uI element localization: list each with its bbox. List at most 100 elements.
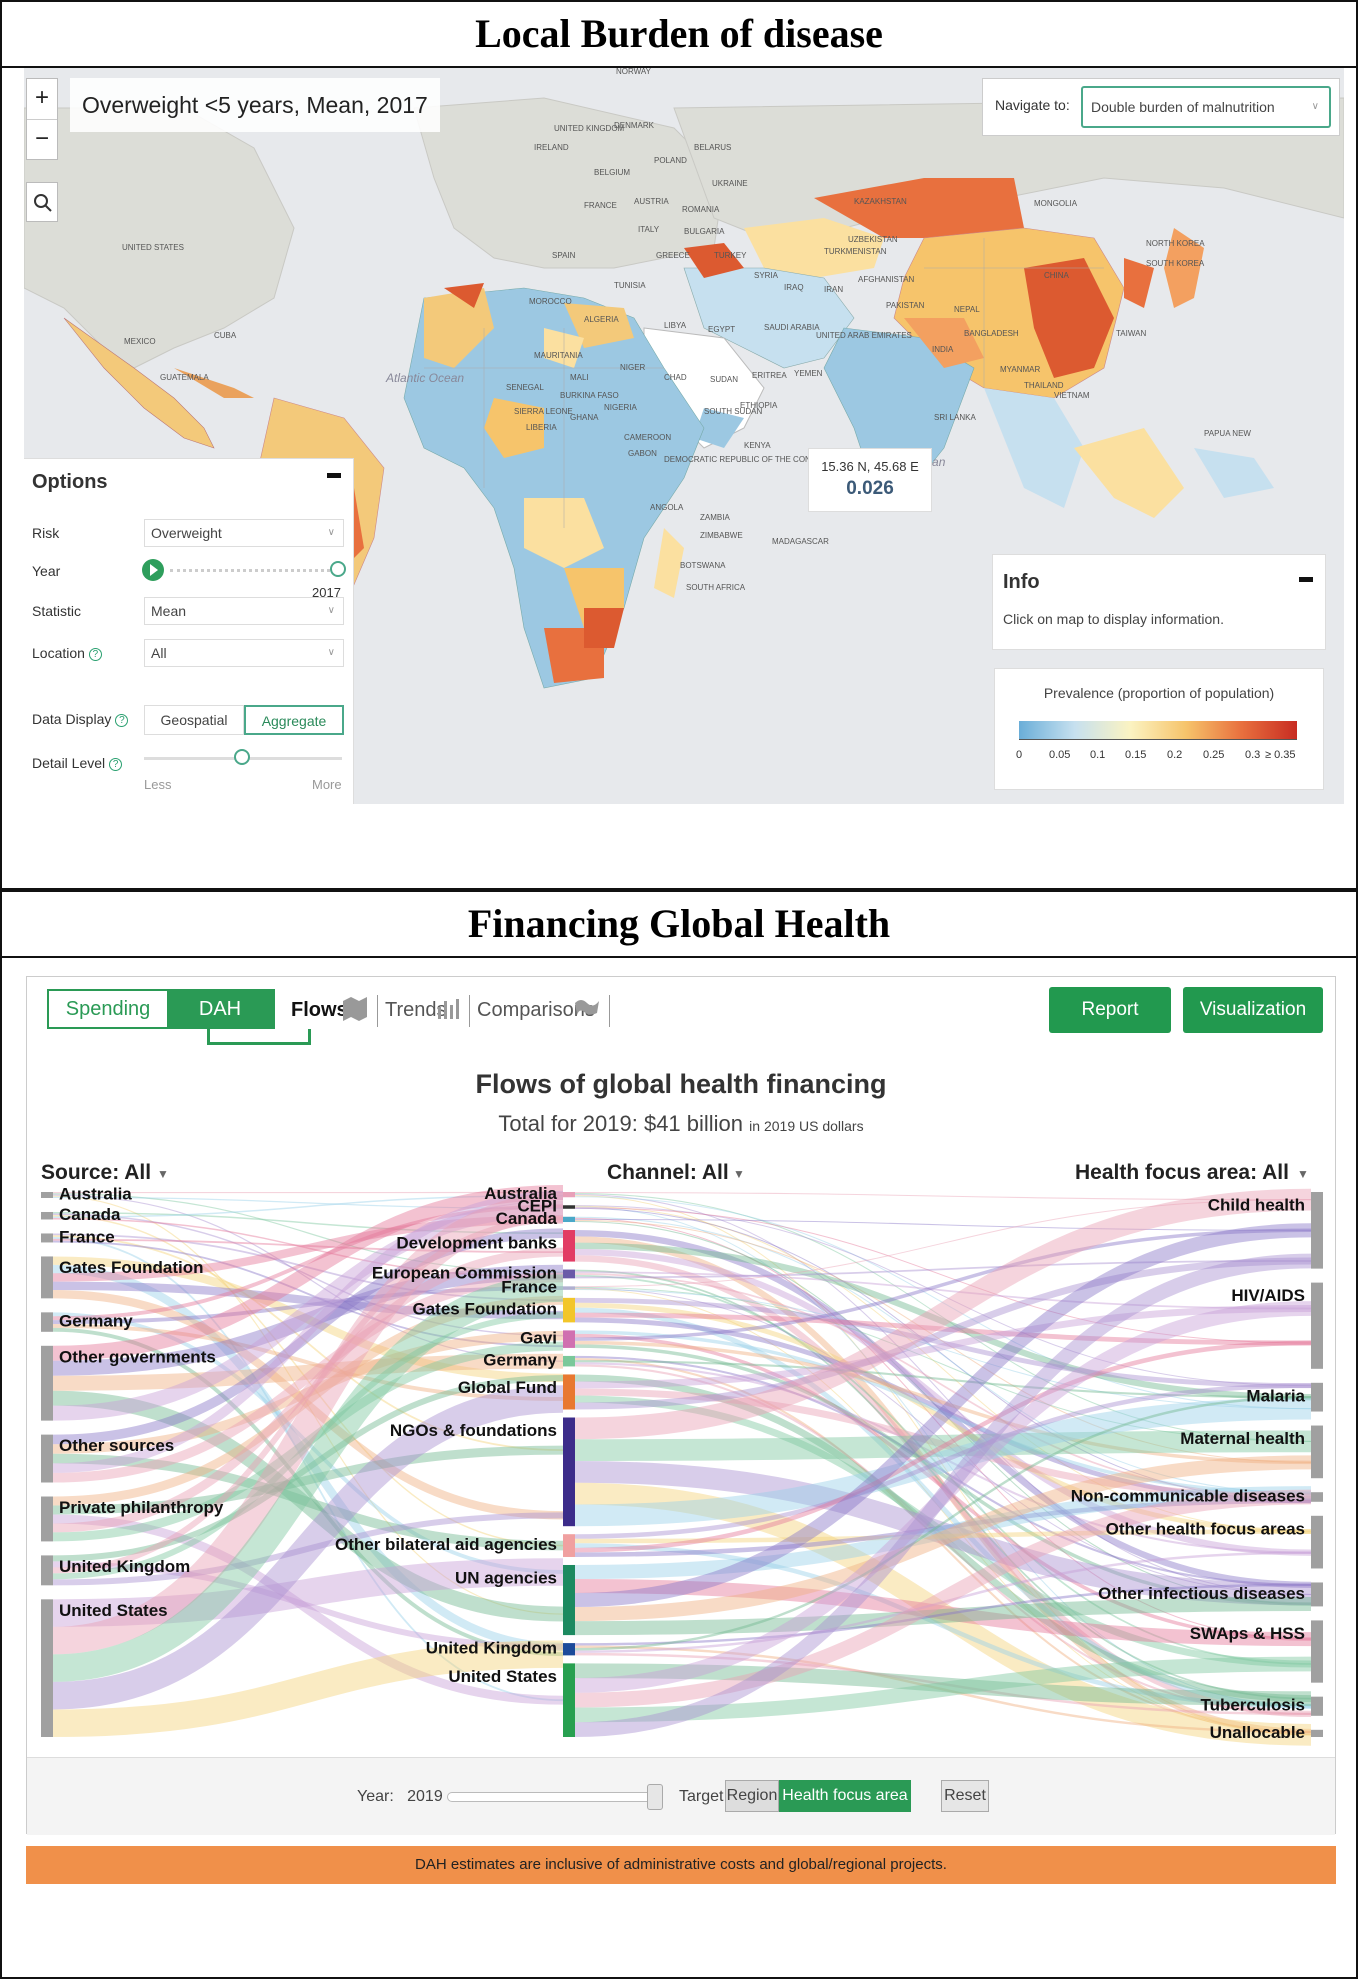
- sankey-link-source-channel[interactable]: [52, 1295, 564, 1506]
- sankey-link-channel-focus[interactable]: [574, 1257, 1312, 1410]
- sankey-link-channel-focus[interactable]: [574, 1340, 1312, 1465]
- geospatial-button[interactable]: Geospatial: [144, 705, 244, 735]
- sankey-link-channel-focus[interactable]: [574, 1340, 1312, 1553]
- sankey-link-source-channel[interactable]: [52, 1272, 564, 1483]
- sankey-link-channel-focus[interactable]: [574, 1397, 1312, 1527]
- sankey-node-focus[interactable]: [1311, 1492, 1323, 1502]
- sankey-link-source-channel[interactable]: [52, 1312, 564, 1580]
- sankey-link-channel-focus[interactable]: [574, 1489, 1312, 1708]
- map-search-button[interactable]: [26, 182, 58, 222]
- sankey-link-channel-focus[interactable]: [574, 1355, 1312, 1586]
- sankey-link-channel-focus[interactable]: [574, 1583, 1312, 1646]
- sankey-link-channel-focus[interactable]: [574, 1260, 1312, 1279]
- sankey-link-channel-focus[interactable]: [574, 1205, 1312, 1533]
- report-overview-button[interactable]: Report Overview: [1049, 987, 1171, 1066]
- sankey-link-source-channel[interactable]: [52, 1281, 564, 1320]
- sankey-node-focus[interactable]: [1311, 1582, 1323, 1607]
- sankey-node-channel[interactable]: [563, 1663, 575, 1737]
- sankey-node-channel[interactable]: [563, 1330, 575, 1348]
- sankey-link-source-channel[interactable]: [52, 1216, 564, 1574]
- sankey-link-source-channel[interactable]: [52, 1256, 564, 1383]
- year-slider-track[interactable]: [170, 569, 336, 573]
- sankey-link-channel-focus[interactable]: [574, 1220, 1312, 1605]
- sankey-link-source-channel[interactable]: [52, 1312, 564, 1574]
- sankey-link-source-channel[interactable]: [52, 1385, 564, 1710]
- sankey-link-channel-focus[interactable]: [574, 1652, 1312, 1716]
- sankey-link-source-channel[interactable]: [52, 1192, 564, 1655]
- sankey-link-channel-focus[interactable]: [574, 1304, 1312, 1389]
- sankey-node-channel[interactable]: [563, 1417, 575, 1527]
- sankey-link-source-channel[interactable]: [52, 1228, 564, 1445]
- sankey-link-channel-focus[interactable]: [574, 1383, 1312, 1539]
- sankey-node-channel[interactable]: [563, 1269, 575, 1279]
- sankey-link-source-channel[interactable]: [52, 1514, 564, 1705]
- sankey-link-source-channel[interactable]: [52, 1512, 564, 1586]
- sankey-link-channel-focus[interactable]: [574, 1248, 1312, 1556]
- sankey-node-channel[interactable]: [563, 1297, 575, 1323]
- visualization-guide-button[interactable]: Visualization Guide: [1183, 987, 1323, 1066]
- aggregate-button[interactable]: Aggregate: [244, 705, 344, 735]
- sankey-link-channel-focus[interactable]: [574, 1236, 1312, 1736]
- statistic-select[interactable]: Mean ∨: [144, 597, 344, 625]
- sankey-link-channel-focus[interactable]: [574, 1297, 1312, 1389]
- sankey-link-channel-focus[interactable]: [574, 1273, 1312, 1498]
- sankey-link-channel-focus[interactable]: [574, 1188, 1312, 1440]
- sankey-node-channel[interactable]: [563, 1205, 575, 1209]
- sankey-link-source-channel[interactable]: [52, 1374, 564, 1562]
- sankey-link-channel-focus[interactable]: [574, 1218, 1312, 1231]
- sankey-link-channel-focus[interactable]: [574, 1242, 1312, 1401]
- sankey-link-source-channel[interactable]: [52, 1204, 564, 1321]
- sankey-node-source[interactable]: [41, 1496, 53, 1542]
- sankey-link-channel-focus[interactable]: [574, 1255, 1312, 1718]
- dah-button[interactable]: DAH: [167, 991, 273, 1027]
- sankey-node-focus[interactable]: [1311, 1192, 1323, 1269]
- sankey-node-focus[interactable]: [1311, 1620, 1323, 1683]
- sankey-link-source-channel[interactable]: [52, 1194, 564, 1362]
- sankey-link-channel-focus[interactable]: [574, 1579, 1312, 1647]
- sankey-link-source-channel[interactable]: [52, 1214, 564, 1547]
- sankey-link-channel-focus[interactable]: [574, 1312, 1312, 1346]
- sankey-link-channel-focus[interactable]: [574, 1430, 1312, 1461]
- sankey-link-channel-focus[interactable]: [574, 1287, 1312, 1595]
- sankey-link-source-channel[interactable]: [52, 1185, 564, 1361]
- sankey-link-channel-focus[interactable]: [574, 1286, 1312, 1442]
- sankey-link-source-channel[interactable]: [52, 1274, 564, 1682]
- year-slider-track[interactable]: [447, 1792, 657, 1802]
- sankey-link-channel-focus[interactable]: [574, 1645, 1312, 1734]
- help-icon[interactable]: ?: [115, 714, 129, 727]
- target-region-button[interactable]: Region: [725, 1780, 779, 1812]
- sankey-link-source-channel[interactable]: [52, 1196, 564, 1210]
- sankey-link-source-channel[interactable]: [52, 1341, 564, 1542]
- sankey-link-channel-focus[interactable]: [574, 1395, 1312, 1651]
- sankey-link-channel-focus[interactable]: [574, 1455, 1312, 1622]
- sankey-node-channel[interactable]: [563, 1286, 575, 1290]
- tab-flows[interactable]: Flows: [291, 999, 348, 1021]
- sankey-link-channel-focus[interactable]: [574, 1192, 1312, 1201]
- sankey-link-source-channel[interactable]: [52, 1190, 564, 1473]
- sankey-link-source-channel[interactable]: [52, 1195, 564, 1615]
- sankey-node-source[interactable]: [41, 1233, 53, 1243]
- reset-button[interactable]: Reset: [941, 1780, 989, 1812]
- sankey-link-source-channel[interactable]: [52, 1324, 564, 1401]
- sankey-link-source-channel[interactable]: [52, 1327, 564, 1657]
- sankey-link-channel-focus[interactable]: [574, 1194, 1312, 1595]
- sankey-link-source-channel[interactable]: [52, 1240, 564, 1348]
- sankey-node-channel[interactable]: [563, 1374, 575, 1410]
- chevron-down-icon[interactable]: ▼: [157, 1167, 169, 1181]
- sankey-link-channel-focus[interactable]: [574, 1663, 1312, 1706]
- sankey-link-source-channel[interactable]: [52, 1561, 564, 1650]
- sankey-node-focus[interactable]: [1311, 1729, 1323, 1737]
- sankey-node-focus[interactable]: [1311, 1382, 1323, 1412]
- sankey-node-channel[interactable]: [563, 1564, 575, 1636]
- help-icon[interactable]: ?: [109, 758, 123, 771]
- sankey-link-source-channel[interactable]: [52, 1213, 564, 1337]
- sankey-link-channel-focus[interactable]: [574, 1217, 1312, 1640]
- sankey-link-source-channel[interactable]: [52, 1390, 564, 1622]
- sankey-node-source[interactable]: [41, 1211, 53, 1220]
- sankey-link-channel-focus[interactable]: [574, 1330, 1312, 1495]
- sankey-link-channel-focus[interactable]: [574, 1193, 1312, 1442]
- sankey-link-channel-focus[interactable]: [574, 1271, 1312, 1310]
- sankey-link-source-channel[interactable]: [52, 1217, 564, 1279]
- sankey-node-focus[interactable]: [1311, 1696, 1323, 1716]
- sankey-link-channel-focus[interactable]: [574, 1274, 1312, 1665]
